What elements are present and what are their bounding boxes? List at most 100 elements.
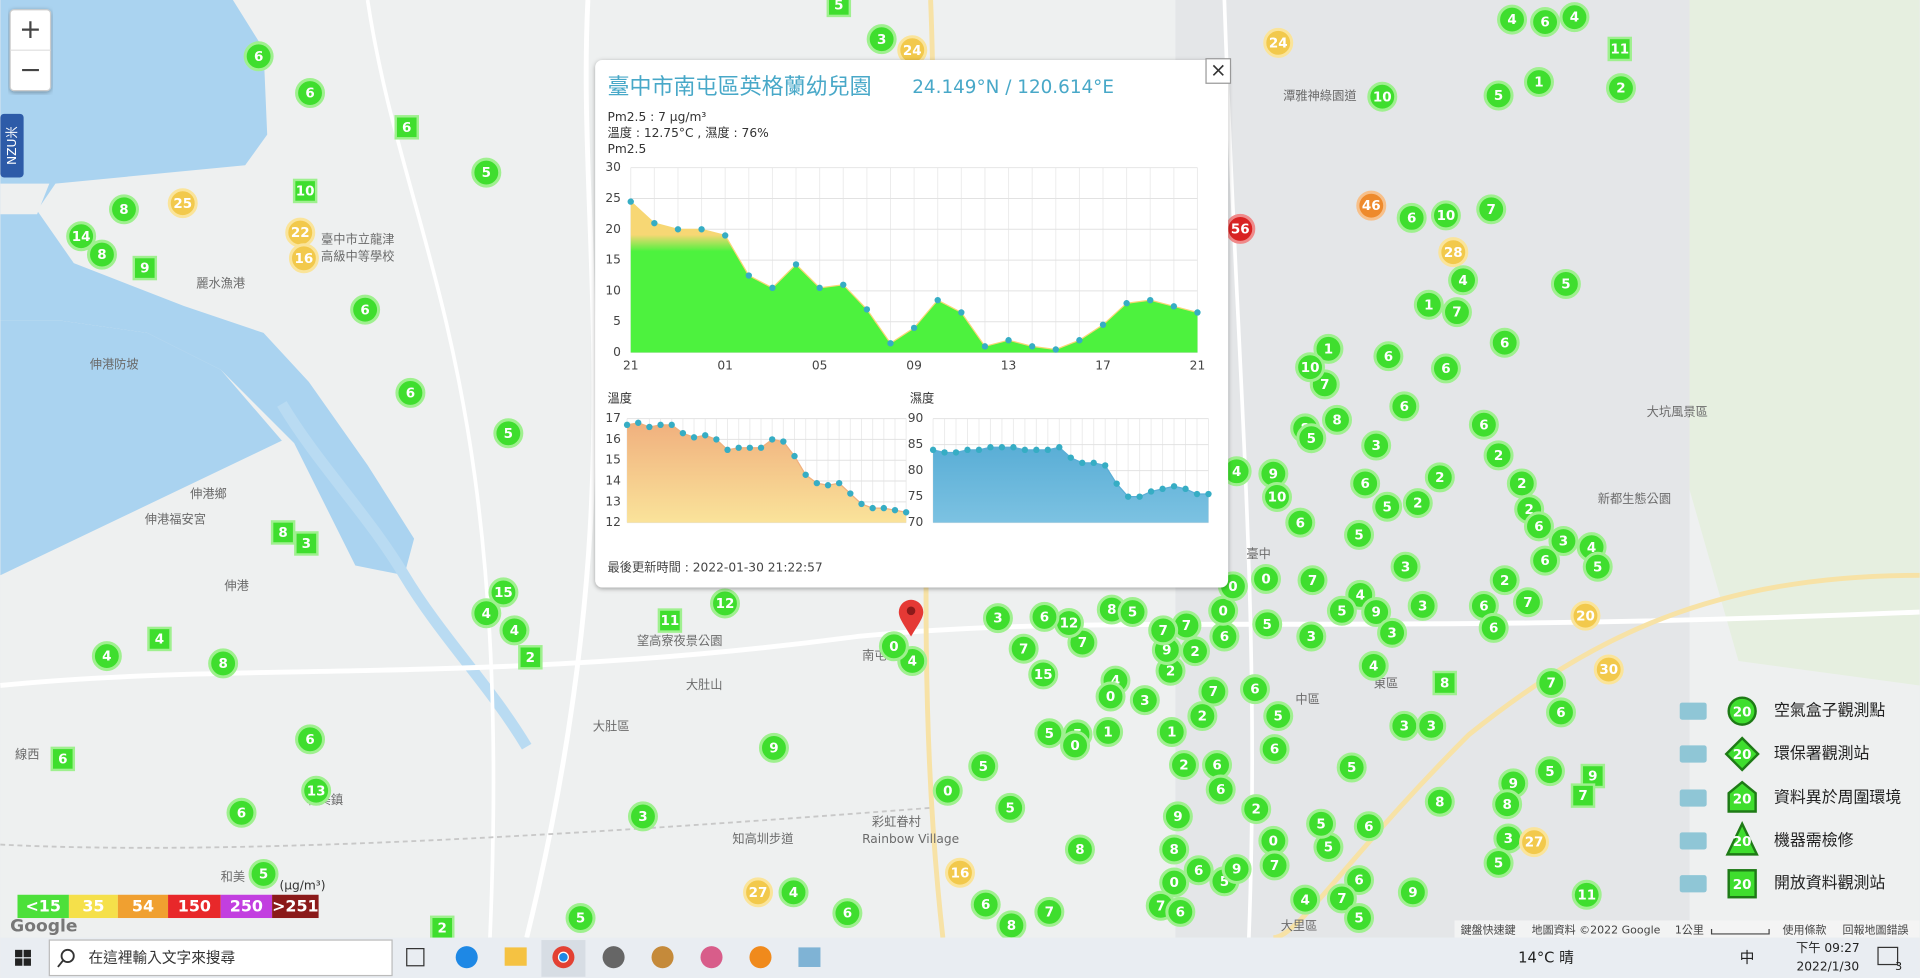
station-marker[interactable]: 6: [226, 797, 257, 828]
station-marker[interactable]: 7: [1476, 194, 1507, 225]
station-marker[interactable]: 0: [1251, 563, 1282, 594]
station-marker[interactable]: 4: [778, 877, 809, 908]
station-marker[interactable]: 2: [1605, 73, 1636, 104]
station-marker[interactable]: 1: [1093, 716, 1124, 747]
station-marker[interactable]: 6: [1546, 697, 1576, 728]
station-marker[interactable]: 1: [1413, 289, 1444, 320]
station-marker[interactable]: 28: [1438, 237, 1469, 268]
station-marker[interactable]: 4: [471, 598, 502, 629]
station-marker[interactable]: 0: [1258, 825, 1289, 856]
station-marker[interactable]: 3: [1548, 526, 1579, 557]
station-marker[interactable]: 9: [1361, 597, 1392, 628]
station-marker[interactable]: 4: [1559, 2, 1590, 33]
station-marker[interactable]: 6: [394, 115, 419, 140]
station-marker[interactable]: 12: [709, 588, 740, 619]
station-marker[interactable]: 2: [518, 645, 543, 670]
station-marker[interactable]: 56: [1225, 213, 1256, 244]
legend-item[interactable]: 20 機器需檢修: [1679, 820, 1854, 856]
terms[interactable]: 使用條款: [1783, 922, 1827, 936]
station-marker[interactable]: 5: [565, 903, 596, 934]
station-marker[interactable]: 5: [1117, 597, 1148, 628]
station-marker[interactable]: 3: [1493, 823, 1524, 854]
station-marker[interactable]: 5: [471, 157, 502, 188]
station-marker[interactable]: 3: [1389, 710, 1420, 741]
station-marker[interactable]: 24: [897, 35, 928, 66]
station-marker[interactable]: 5: [1550, 268, 1581, 299]
station-marker[interactable]: 14: [66, 221, 97, 252]
edge-icon[interactable]: [455, 946, 478, 969]
station-marker[interactable]: 6: [1205, 774, 1236, 805]
side-tab[interactable]: NZU米: [0, 113, 24, 178]
station-marker[interactable]: 6: [1183, 855, 1214, 886]
station-marker[interactable]: 6: [1389, 391, 1420, 422]
station-marker[interactable]: 13: [301, 775, 332, 806]
station-marker[interactable]: 6: [243, 41, 274, 72]
station-marker[interactable]: 6: [1478, 612, 1509, 643]
station-marker[interactable]: 5: [1336, 752, 1367, 783]
app-icon[interactable]: [700, 946, 723, 969]
station-marker[interactable]: 20: [1570, 600, 1601, 631]
station-marker[interactable]: 24: [1263, 27, 1294, 58]
station-marker[interactable]: 2: [1169, 750, 1199, 781]
station-marker[interactable]: 2: [1187, 701, 1218, 732]
station-marker[interactable]: 10: [1262, 481, 1293, 512]
station-marker[interactable]: 6: [1353, 811, 1384, 842]
station-marker[interactable]: 6: [1373, 341, 1404, 372]
station-marker[interactable]: 10: [1430, 200, 1461, 231]
station-marker[interactable]: 6: [1165, 896, 1196, 927]
station-marker[interactable]: 0: [1208, 595, 1239, 626]
station-marker[interactable]: 3: [294, 531, 319, 556]
station-marker[interactable]: 6: [1530, 7, 1561, 38]
app-icon[interactable]: [798, 947, 821, 967]
app-icon[interactable]: [749, 946, 772, 969]
station-marker[interactable]: 5: [1483, 80, 1514, 111]
weather[interactable]: 14°C 晴: [1518, 949, 1574, 966]
station-marker[interactable]: 0: [1095, 681, 1126, 712]
station-marker[interactable]: 9: [1221, 854, 1252, 885]
station-marker[interactable]: 5: [1326, 595, 1357, 626]
station-marker[interactable]: 8: [996, 910, 1027, 941]
station-marker[interactable]: 7: [1148, 615, 1179, 646]
station-marker[interactable]: 46: [1356, 190, 1387, 221]
station-marker[interactable]: 6: [1202, 750, 1233, 781]
station-marker[interactable]: 7: [1297, 565, 1328, 596]
station-marker[interactable]: 5: [1252, 609, 1283, 640]
station-marker[interactable]: 5: [1344, 903, 1375, 934]
station-marker[interactable]: 11: [1571, 879, 1602, 910]
start-button[interactable]: [15, 949, 31, 966]
station-marker[interactable]: 4: [1448, 265, 1479, 296]
station-marker[interactable]: 22: [285, 217, 316, 248]
station-marker[interactable]: 25: [167, 188, 198, 219]
task-view[interactable]: [406, 948, 425, 967]
station-marker[interactable]: 0: [878, 631, 909, 662]
station-marker[interactable]: 3: [1377, 617, 1408, 648]
station-marker[interactable]: 6: [1344, 865, 1375, 896]
station-marker[interactable]: 6: [295, 724, 326, 755]
station-marker[interactable]: 10: [1295, 352, 1326, 383]
station-marker[interactable]: 7: [1570, 783, 1596, 808]
station-marker[interactable]: 5: [1582, 551, 1613, 582]
station-marker[interactable]: 1: [1523, 67, 1554, 98]
shortcuts[interactable]: 鍵盤快速鍵: [1461, 922, 1516, 936]
station-marker[interactable]: 6: [1350, 468, 1381, 499]
station-marker[interactable]: 8: [1492, 789, 1523, 820]
station-marker[interactable]: 2: [1402, 488, 1433, 519]
station-marker[interactable]: 10: [1367, 81, 1398, 112]
app-icon[interactable]: [602, 946, 625, 969]
station-marker[interactable]: 10: [292, 178, 318, 204]
station-marker[interactable]: 6: [1029, 601, 1060, 632]
station-marker[interactable]: 5: [1034, 718, 1065, 749]
station-marker[interactable]: 6: [350, 294, 381, 325]
station-marker[interactable]: 9: [132, 255, 158, 281]
station-marker[interactable]: 5: [1344, 519, 1375, 550]
station-marker[interactable]: 30: [1593, 654, 1624, 685]
station-marker[interactable]: 8: [1424, 786, 1455, 817]
station-marker[interactable]: 6: [50, 746, 76, 772]
station-marker[interactable]: 6: [1430, 353, 1461, 384]
station-marker[interactable]: 2: [1180, 636, 1211, 667]
station-marker[interactable]: 9: [758, 732, 789, 763]
station-marker[interactable]: 5: [1296, 423, 1327, 454]
station-marker[interactable]: 5: [248, 858, 279, 889]
station-marker[interactable]: 2: [1241, 794, 1272, 825]
station-marker[interactable]: 3: [982, 603, 1013, 634]
